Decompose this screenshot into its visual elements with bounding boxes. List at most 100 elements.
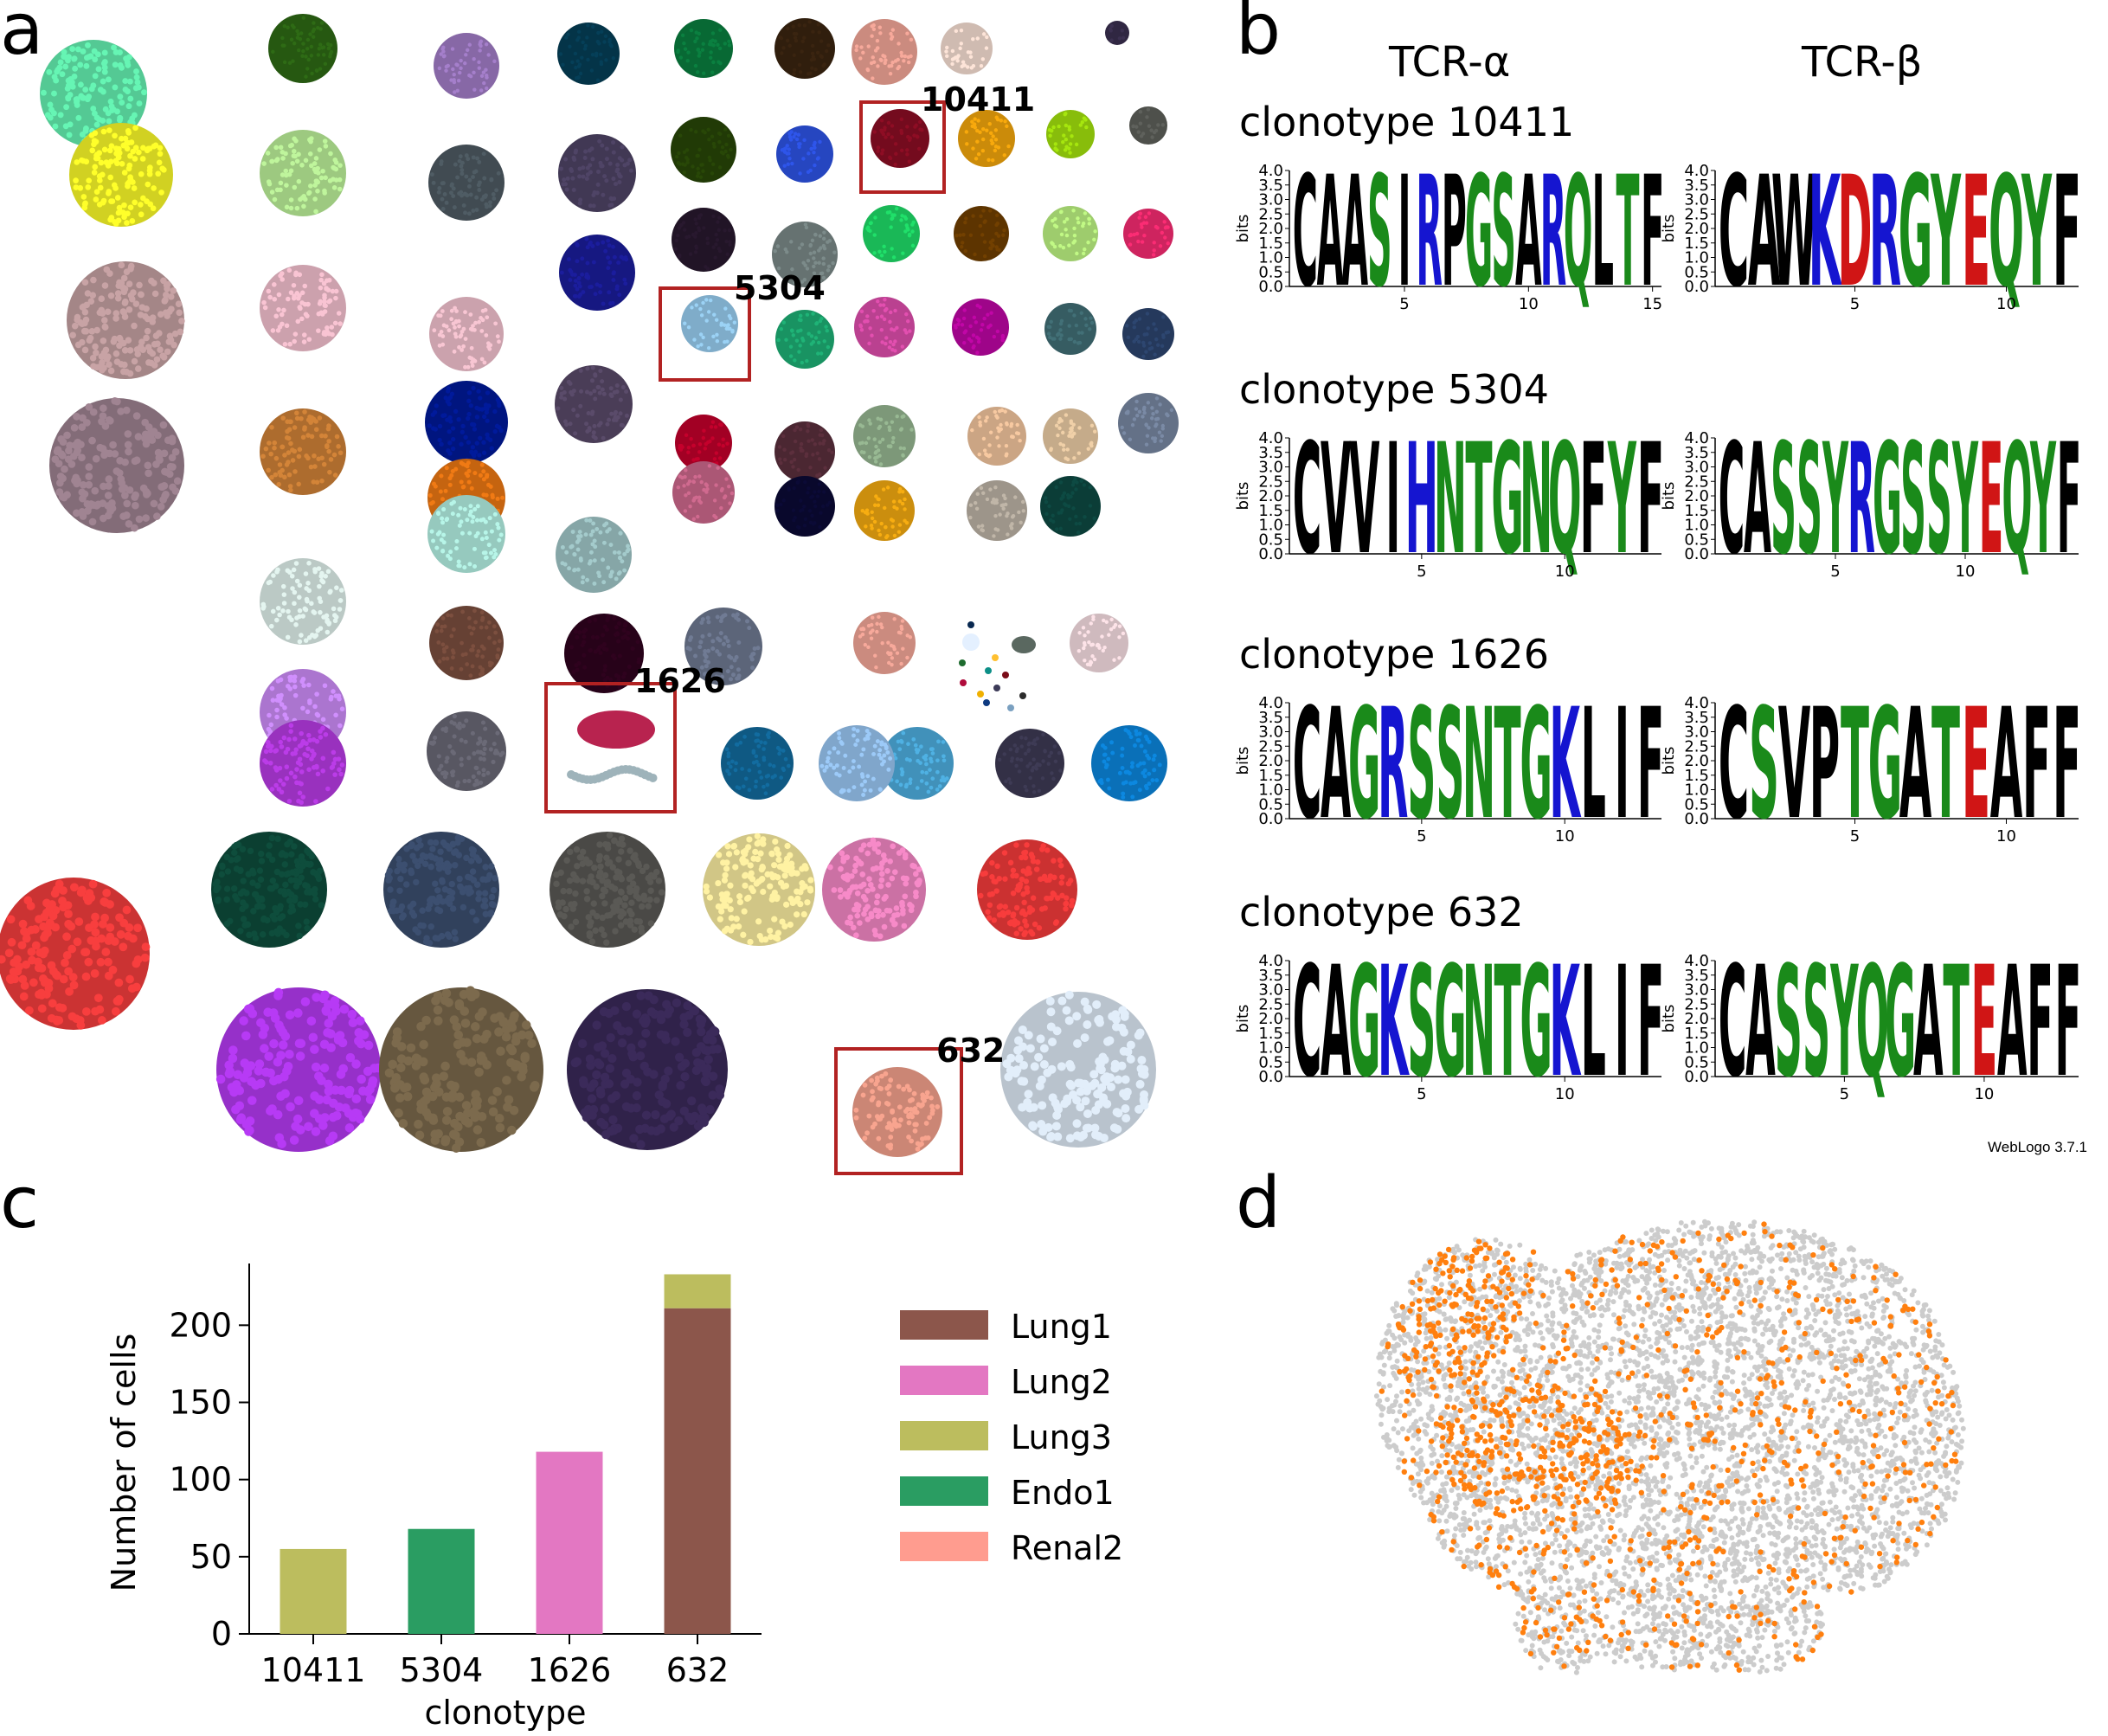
embedding-point: [1938, 1474, 1944, 1480]
tcr-beta-header: TCR-β: [1801, 38, 1922, 87]
embedding-point: [1858, 1389, 1864, 1395]
embedding-point: [1728, 1609, 1734, 1615]
embedding-point: [1520, 1367, 1526, 1373]
embedding-point: [1721, 1494, 1727, 1500]
embedding-point: [1668, 1559, 1673, 1566]
embedding-point: [1960, 1425, 1966, 1431]
embedding-point: [1661, 1417, 1667, 1423]
embedding-point: [1745, 1667, 1751, 1673]
legend-swatch: [900, 1366, 988, 1395]
clonotype-cluster: [674, 19, 733, 78]
embedding-point: [1377, 1398, 1383, 1404]
embedding-point: [1853, 1493, 1858, 1499]
embedding-point: [1443, 1481, 1449, 1487]
embedding-point: [1591, 1339, 1597, 1345]
embedding-point: [1601, 1538, 1607, 1544]
embedding-point: [1689, 1464, 1695, 1470]
embedding-point: [1742, 1488, 1748, 1495]
embedding-point: [1656, 1613, 1662, 1619]
embedding-point: [1590, 1521, 1596, 1527]
embedding-point: [1754, 1391, 1760, 1397]
embedding-point: [1719, 1417, 1725, 1422]
embedding-point: [1946, 1412, 1952, 1418]
clonotype-cluster: [260, 558, 346, 645]
logo-residue: R: [1416, 145, 1442, 321]
embedding-point: [1567, 1461, 1573, 1467]
embedding-point: [1704, 1464, 1710, 1470]
embedding-point: [1622, 1359, 1628, 1365]
embedding-point: [1681, 1266, 1687, 1271]
embedding-point: [1523, 1648, 1529, 1654]
embedding-point: [1922, 1377, 1928, 1382]
embedding-point: [1655, 1234, 1661, 1240]
embedding-point: [1794, 1556, 1800, 1562]
embedding-point: [1866, 1264, 1872, 1270]
embedding-point: [1429, 1497, 1435, 1503]
embedding-point: [1515, 1401, 1521, 1407]
embedding-point: [1586, 1391, 1592, 1397]
embedding-point: [1670, 1649, 1676, 1655]
embedding-point: [1809, 1603, 1814, 1609]
embedding-point: [1714, 1347, 1720, 1353]
clonotype-cluster: [260, 408, 346, 495]
embedding-point: [1742, 1556, 1748, 1562]
embedding-point: [1663, 1293, 1669, 1299]
embedding-point: [1755, 1449, 1761, 1455]
embedding-point: [1854, 1418, 1861, 1424]
embedding-point: [1555, 1394, 1561, 1400]
logo-y-tick-label: 2.0: [1258, 487, 1283, 505]
embedding-point: [1585, 1658, 1591, 1664]
embedding-point: [1609, 1450, 1615, 1456]
embedding-point: [1581, 1322, 1587, 1328]
embedding-point: [1859, 1472, 1865, 1478]
embedding-point: [1579, 1298, 1585, 1304]
embedding-point: [1617, 1654, 1623, 1660]
embedding-point: [1897, 1478, 1903, 1484]
embedding-point: [1628, 1498, 1634, 1503]
embedding-point: [1743, 1335, 1749, 1341]
embedding-point: [1763, 1366, 1769, 1373]
embedding-point: [1665, 1257, 1671, 1263]
logo-y-tick-label: 4.0: [1258, 429, 1283, 447]
embedding-point: [1716, 1225, 1722, 1231]
callout-label-5304: 5304: [734, 269, 826, 307]
embedding-point: [1716, 1342, 1722, 1348]
embedding-point: [1847, 1291, 1852, 1297]
embedding-point: [1765, 1608, 1771, 1614]
embedding-point: [1655, 1253, 1661, 1259]
clonotype-cluster: [425, 381, 508, 464]
embedding-point: [1873, 1402, 1879, 1408]
embedding-point: [1778, 1437, 1784, 1443]
embedding-point: [1414, 1450, 1420, 1456]
embedding-point: [1398, 1403, 1404, 1409]
logo-residue: V: [1349, 411, 1379, 588]
embedding-point: [1561, 1366, 1567, 1372]
embedding-point: [1639, 1527, 1645, 1533]
embedding-point: [1515, 1611, 1521, 1617]
embedding-point: [1636, 1303, 1642, 1309]
logo-residue: G: [1491, 411, 1523, 588]
embedding-point: [1497, 1392, 1503, 1398]
embedding-point: [1648, 1227, 1655, 1233]
embedding-point: [1843, 1418, 1849, 1424]
embedding-point: [1764, 1403, 1771, 1409]
embedding-point: [1912, 1379, 1918, 1386]
embedding-point: [1456, 1492, 1462, 1498]
embedding-point: [1782, 1389, 1788, 1395]
embedding-point: [1880, 1273, 1886, 1279]
embedding-point: [1875, 1486, 1880, 1491]
embedding-point: [1750, 1224, 1756, 1229]
embedding-point: [1544, 1513, 1550, 1519]
embedding-point: [1895, 1540, 1901, 1546]
logo-residue: Y: [1930, 143, 1961, 321]
embedding-point: [1758, 1309, 1764, 1315]
embedding-point: [1462, 1299, 1468, 1305]
embedding-point: [1539, 1335, 1546, 1341]
logo-residue: A: [1997, 934, 2027, 1112]
logo-y-tick-label: 1.5: [1258, 1025, 1283, 1043]
embedding-point: [1706, 1404, 1712, 1410]
clonotype-cluster: [429, 297, 504, 371]
embedding-point: [1601, 1473, 1607, 1479]
embedding-point: [1578, 1522, 1583, 1528]
embedding-point: [1864, 1528, 1870, 1534]
